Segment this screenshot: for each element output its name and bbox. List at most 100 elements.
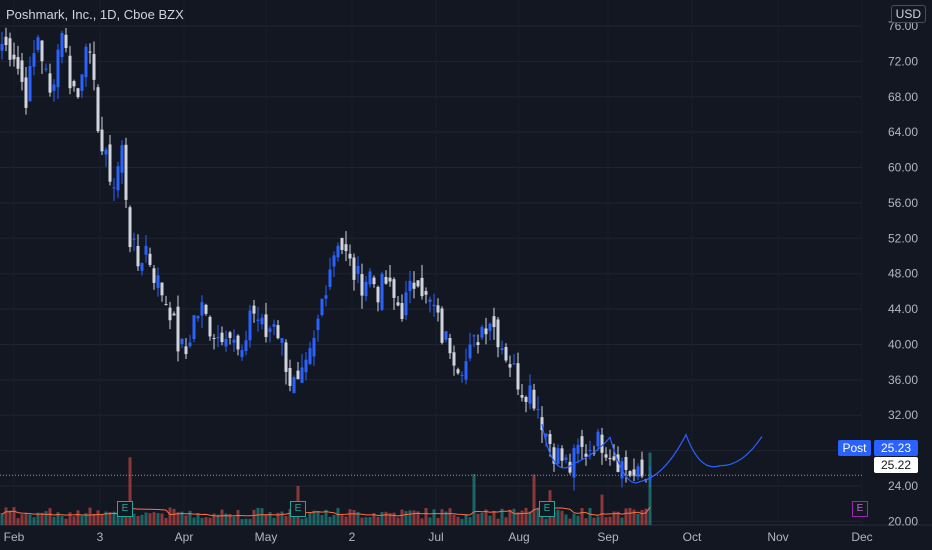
price-tick-label: 56.00 [888, 196, 918, 210]
volume-bar [556, 509, 560, 525]
candle-body [68, 55, 72, 89]
volume-bar [572, 513, 576, 525]
candle-body [212, 337, 216, 339]
earnings-marker[interactable]: E [117, 501, 133, 517]
candle-body [172, 313, 176, 316]
candle-body [484, 328, 488, 335]
volume-bar [472, 474, 476, 525]
volume-bar [536, 507, 540, 525]
candle-body [568, 461, 572, 473]
volume-bar [28, 514, 32, 525]
volume-bar [276, 512, 280, 525]
volume-bar [160, 513, 164, 525]
volume-bar [88, 507, 92, 525]
candle-body [356, 266, 360, 274]
earnings-marker-upcoming[interactable]: E [852, 501, 868, 517]
volume-bar [224, 513, 228, 525]
candle-body [476, 342, 480, 346]
candle-body [368, 271, 372, 285]
candlesticks [0, 27, 652, 491]
volume-bar [108, 511, 112, 525]
volume-bar [312, 510, 316, 525]
candle-body [600, 434, 604, 453]
volume-bar [248, 518, 252, 525]
volume-bar [468, 517, 472, 525]
candle-body [32, 53, 36, 67]
volume-bar [444, 511, 448, 525]
volume-bar [544, 518, 548, 525]
candle-body [420, 277, 424, 297]
candle-body [340, 237, 344, 250]
volume-bar [64, 518, 68, 525]
volume-bar [520, 510, 524, 525]
volume-bar [256, 507, 260, 525]
candle-body [528, 385, 532, 404]
volume-bar [584, 518, 588, 525]
volume-bar [432, 509, 436, 525]
candle-body [384, 276, 388, 284]
volume-bar [400, 509, 404, 525]
candle-body [328, 269, 332, 287]
volume-bar [244, 518, 248, 525]
volume-bar [232, 516, 236, 525]
volume-bar [140, 514, 144, 525]
candle-body [104, 149, 108, 155]
candle-body [392, 279, 396, 298]
time-tick-label: Apr [175, 530, 194, 544]
candle-body [324, 295, 328, 299]
candle-body [152, 268, 156, 283]
volume-bar [44, 511, 48, 525]
candle-body [116, 166, 120, 191]
candle-body [272, 324, 276, 327]
earnings-marker[interactable]: E [290, 501, 306, 517]
candle-body [336, 245, 340, 258]
volume-bar [16, 518, 20, 525]
candle-body [640, 459, 644, 477]
volume-bar [488, 515, 492, 525]
volume-bar [356, 511, 360, 525]
earnings-marker[interactable]: E [539, 501, 555, 517]
candle-body [108, 144, 112, 182]
volume-bar [440, 509, 444, 525]
candle-body [296, 370, 300, 380]
candle-body [256, 319, 260, 321]
candle-body [360, 274, 364, 296]
cup-pattern-drawing[interactable] [541, 423, 763, 484]
candle-body [468, 344, 472, 359]
volume-bar [508, 509, 512, 525]
volume-bar [220, 509, 224, 525]
volume-bar [20, 514, 24, 525]
time-axis[interactable]: Feb 3 Apr May 2 Jul Aug Sep Oct Nov Dec [4, 530, 873, 544]
volume-bar [644, 508, 648, 525]
candle-body [80, 74, 84, 91]
candle-body [248, 310, 252, 341]
volume-bar [388, 512, 392, 525]
candle-body [76, 88, 80, 98]
volume-bar [216, 514, 220, 525]
volume-bar [132, 513, 136, 525]
currency-badge[interactable]: USD [890, 5, 926, 23]
volume-bar [648, 452, 652, 525]
volume-bar [24, 513, 28, 525]
volume-bar [608, 516, 612, 525]
candle-body [40, 40, 44, 62]
candle-body [124, 144, 128, 200]
volume-bar [616, 511, 620, 525]
candle-body [64, 34, 68, 48]
candle-body [616, 454, 620, 472]
time-tick-label: Sep [597, 530, 619, 544]
volume-bar [460, 518, 464, 525]
volume-bar [184, 515, 188, 525]
candle-body [320, 298, 324, 316]
volume-bar [344, 516, 348, 525]
volume-bar [268, 512, 272, 525]
candle-body [144, 245, 148, 255]
volume-bar [60, 515, 64, 525]
candle-body [316, 318, 320, 330]
candle-body [120, 145, 124, 173]
chart-grid [0, 25, 932, 526]
volume-bar [512, 508, 516, 525]
candle-body [12, 54, 16, 60]
candle-body [204, 304, 208, 314]
